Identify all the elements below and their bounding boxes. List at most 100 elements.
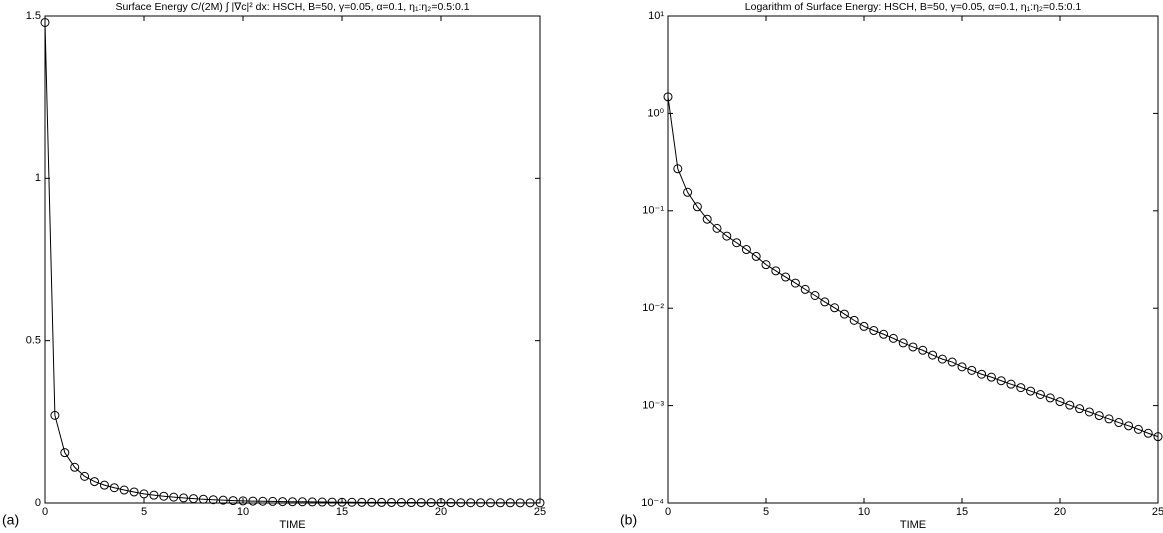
data-point <box>1055 397 1065 407</box>
data-point <box>347 497 357 507</box>
data-point <box>189 494 198 504</box>
y-tick-label: 10⁻³ <box>642 400 664 412</box>
data-point <box>456 498 466 508</box>
y-tick-label: 10⁻⁴ <box>641 497 664 509</box>
data-point <box>1104 414 1114 424</box>
data-point <box>505 498 515 508</box>
x-tick-label: 20 <box>1054 506 1066 518</box>
data-point <box>515 498 525 508</box>
x-axis-label: TIME <box>279 519 305 531</box>
data-point <box>1114 418 1124 428</box>
data-point <box>1133 424 1143 434</box>
data-point <box>751 251 761 261</box>
data-point <box>70 462 80 472</box>
data-point <box>337 497 347 507</box>
chart-title: Surface Energy C/(2M) ∫ |∇c|² dx: HSCH, … <box>115 1 469 13</box>
y-tick-label: 0 <box>35 497 41 509</box>
data-point <box>179 493 189 503</box>
data-point <box>663 92 673 102</box>
data-point <box>692 202 702 212</box>
data-point <box>436 498 446 508</box>
data-point <box>879 329 889 339</box>
data-point <box>159 491 169 501</box>
x-tick-label: 0 <box>665 506 671 518</box>
x-tick-label: 0 <box>42 506 48 518</box>
x-tick-label: 10 <box>858 506 870 518</box>
x-tick-label: 25 <box>1152 506 1163 518</box>
data-point <box>1016 383 1026 393</box>
data-point <box>495 498 505 508</box>
data-point <box>790 278 800 288</box>
data-point <box>486 498 495 508</box>
y-tick-label: 10⁰ <box>647 107 664 119</box>
data-point <box>928 350 938 360</box>
data-point <box>149 490 159 500</box>
y-tick-label: 10¹ <box>648 10 664 22</box>
data-point <box>238 496 248 506</box>
chart-title: Logarithm of Surface Energy: HSCH, B=50,… <box>745 1 1082 13</box>
data-point <box>218 495 228 505</box>
data-point <box>535 498 545 508</box>
data-point <box>387 497 396 507</box>
data-point <box>268 496 278 506</box>
x-tick-label: 10 <box>237 506 249 518</box>
data-point <box>849 315 859 325</box>
data-point <box>1035 390 1045 400</box>
data-point <box>446 498 456 508</box>
data-point <box>986 372 996 382</box>
data-point <box>859 321 869 331</box>
data-point <box>50 410 60 420</box>
x-axis-label: TIME <box>900 519 926 531</box>
data-point <box>90 477 99 487</box>
panel-label: (a) <box>2 512 19 528</box>
data-point <box>1153 432 1163 442</box>
y-tick-label: 0.5 <box>26 335 41 347</box>
data-point <box>40 17 50 27</box>
x-tick-label: 15 <box>336 506 348 518</box>
data-point <box>967 365 977 375</box>
data-line <box>667 96 1159 438</box>
plot-frame <box>667 15 1159 504</box>
data-point <box>1065 400 1075 410</box>
data-point <box>957 362 967 372</box>
data-point <box>525 498 535 508</box>
data-point <box>139 489 149 499</box>
data-point <box>800 284 810 294</box>
data-point <box>99 480 109 490</box>
data-point <box>129 487 139 497</box>
data-point <box>977 369 987 379</box>
data-point <box>426 498 436 508</box>
data-point <box>781 272 791 282</box>
data-point <box>908 342 918 352</box>
plot-frame <box>44 15 541 504</box>
panel-label: (b) <box>620 512 637 528</box>
data-point <box>80 471 90 481</box>
data-point <box>228 496 238 506</box>
x-tick-label: 20 <box>435 506 447 518</box>
data-point <box>683 187 693 197</box>
y-tick-label: 1 <box>35 172 41 184</box>
data-point <box>109 483 119 493</box>
data-point <box>416 498 426 508</box>
data-point <box>761 260 771 270</box>
data-point <box>396 498 406 508</box>
data-point <box>1124 421 1134 431</box>
data-point <box>297 497 307 507</box>
data-point <box>1026 386 1036 396</box>
data-point <box>820 297 830 307</box>
data-point <box>406 498 416 508</box>
data-point <box>317 497 327 507</box>
data-point <box>1094 411 1104 421</box>
data-point <box>119 485 129 495</box>
data-point <box>702 214 712 224</box>
data-point <box>937 354 947 364</box>
data-point <box>947 357 957 367</box>
data-point <box>208 495 218 505</box>
data-point <box>1045 393 1055 403</box>
data-point <box>60 448 70 458</box>
data-point <box>888 333 898 343</box>
data-line <box>44 22 541 504</box>
data-point <box>771 266 781 276</box>
data-point <box>712 223 722 233</box>
